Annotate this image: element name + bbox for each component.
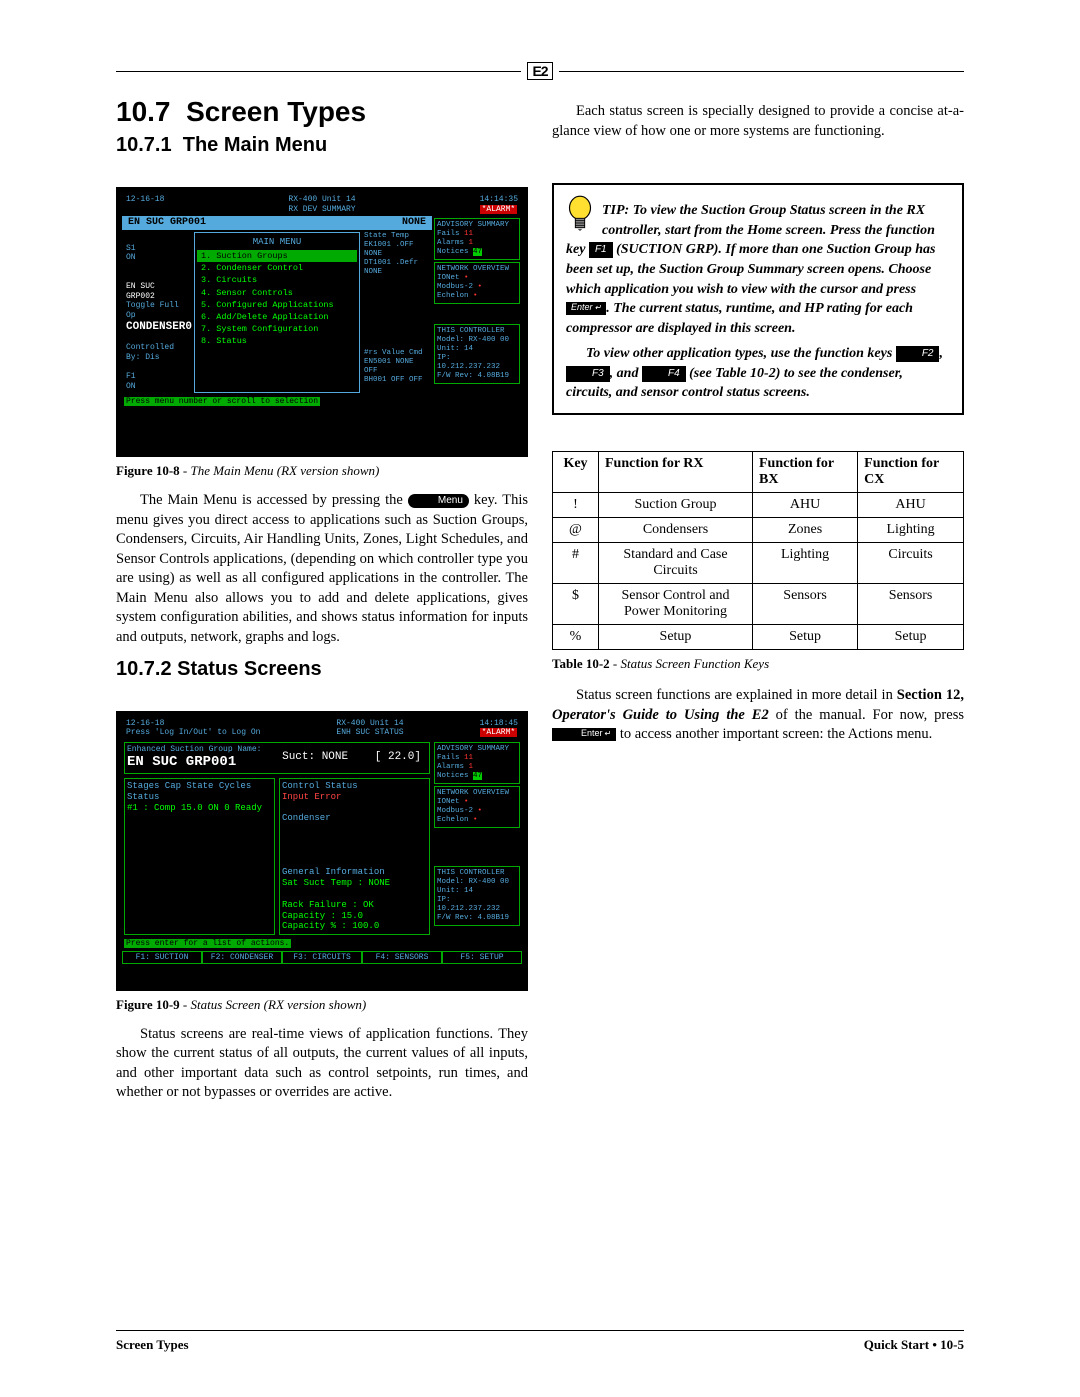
page-footer: Screen Types Quick Start • 10-5 (116, 1330, 964, 1353)
figure-10-8-screenshot: 12-16-18 RX-400 Unit 14RX DEV SUMMARY 14… (116, 187, 528, 457)
f3-key-icon: F3 (566, 366, 610, 382)
subsection-2: 10.7.2 Status Screens (116, 658, 528, 681)
f1-key-icon: F1 (589, 242, 613, 258)
footer-right: Quick Start • 10-5 (864, 1337, 964, 1353)
figure-10-8-caption: Figure 10-8 - The Main Menu (RX version … (116, 463, 528, 479)
footer-left: Screen Types (116, 1337, 189, 1353)
header-rule: E2 (116, 62, 964, 80)
enter-key-icon-2: Enter (552, 728, 616, 741)
top-right-para: Each status screen is specially designed… (552, 102, 964, 141)
subsection-1: 10.7.1 The Main Menu (116, 134, 528, 157)
function-keys-table: Key Function for RX Function for BX Func… (552, 451, 964, 650)
para-status-screens: Status screens are real-time views of ap… (116, 1025, 528, 1103)
logo: E2 (527, 62, 552, 80)
para-main-menu: The Main Menu is accessed by pressing th… (116, 491, 528, 648)
lightbulb-icon (566, 195, 594, 237)
enter-key-icon: Enter (566, 302, 606, 315)
bottom-right-para: Status screen functions are explained in… (552, 686, 964, 745)
figure-10-9-screenshot: 12-16-18Press 'Log In/Out' to Log On RX-… (116, 711, 528, 991)
figure-10-9-caption: Figure 10-9 - Status Screen (RX version … (116, 997, 528, 1013)
menu-key-icon: Menu (408, 494, 469, 508)
tip-box: TIP: To view the Suction Group Status sc… (552, 183, 964, 415)
f2-key-icon: F2 (896, 346, 940, 362)
table-10-2-caption: Table 10-2 - Status Screen Function Keys (552, 656, 964, 672)
f4-key-icon: F4 (642, 366, 686, 382)
section-heading: 10.7 Screen Types (116, 96, 528, 128)
